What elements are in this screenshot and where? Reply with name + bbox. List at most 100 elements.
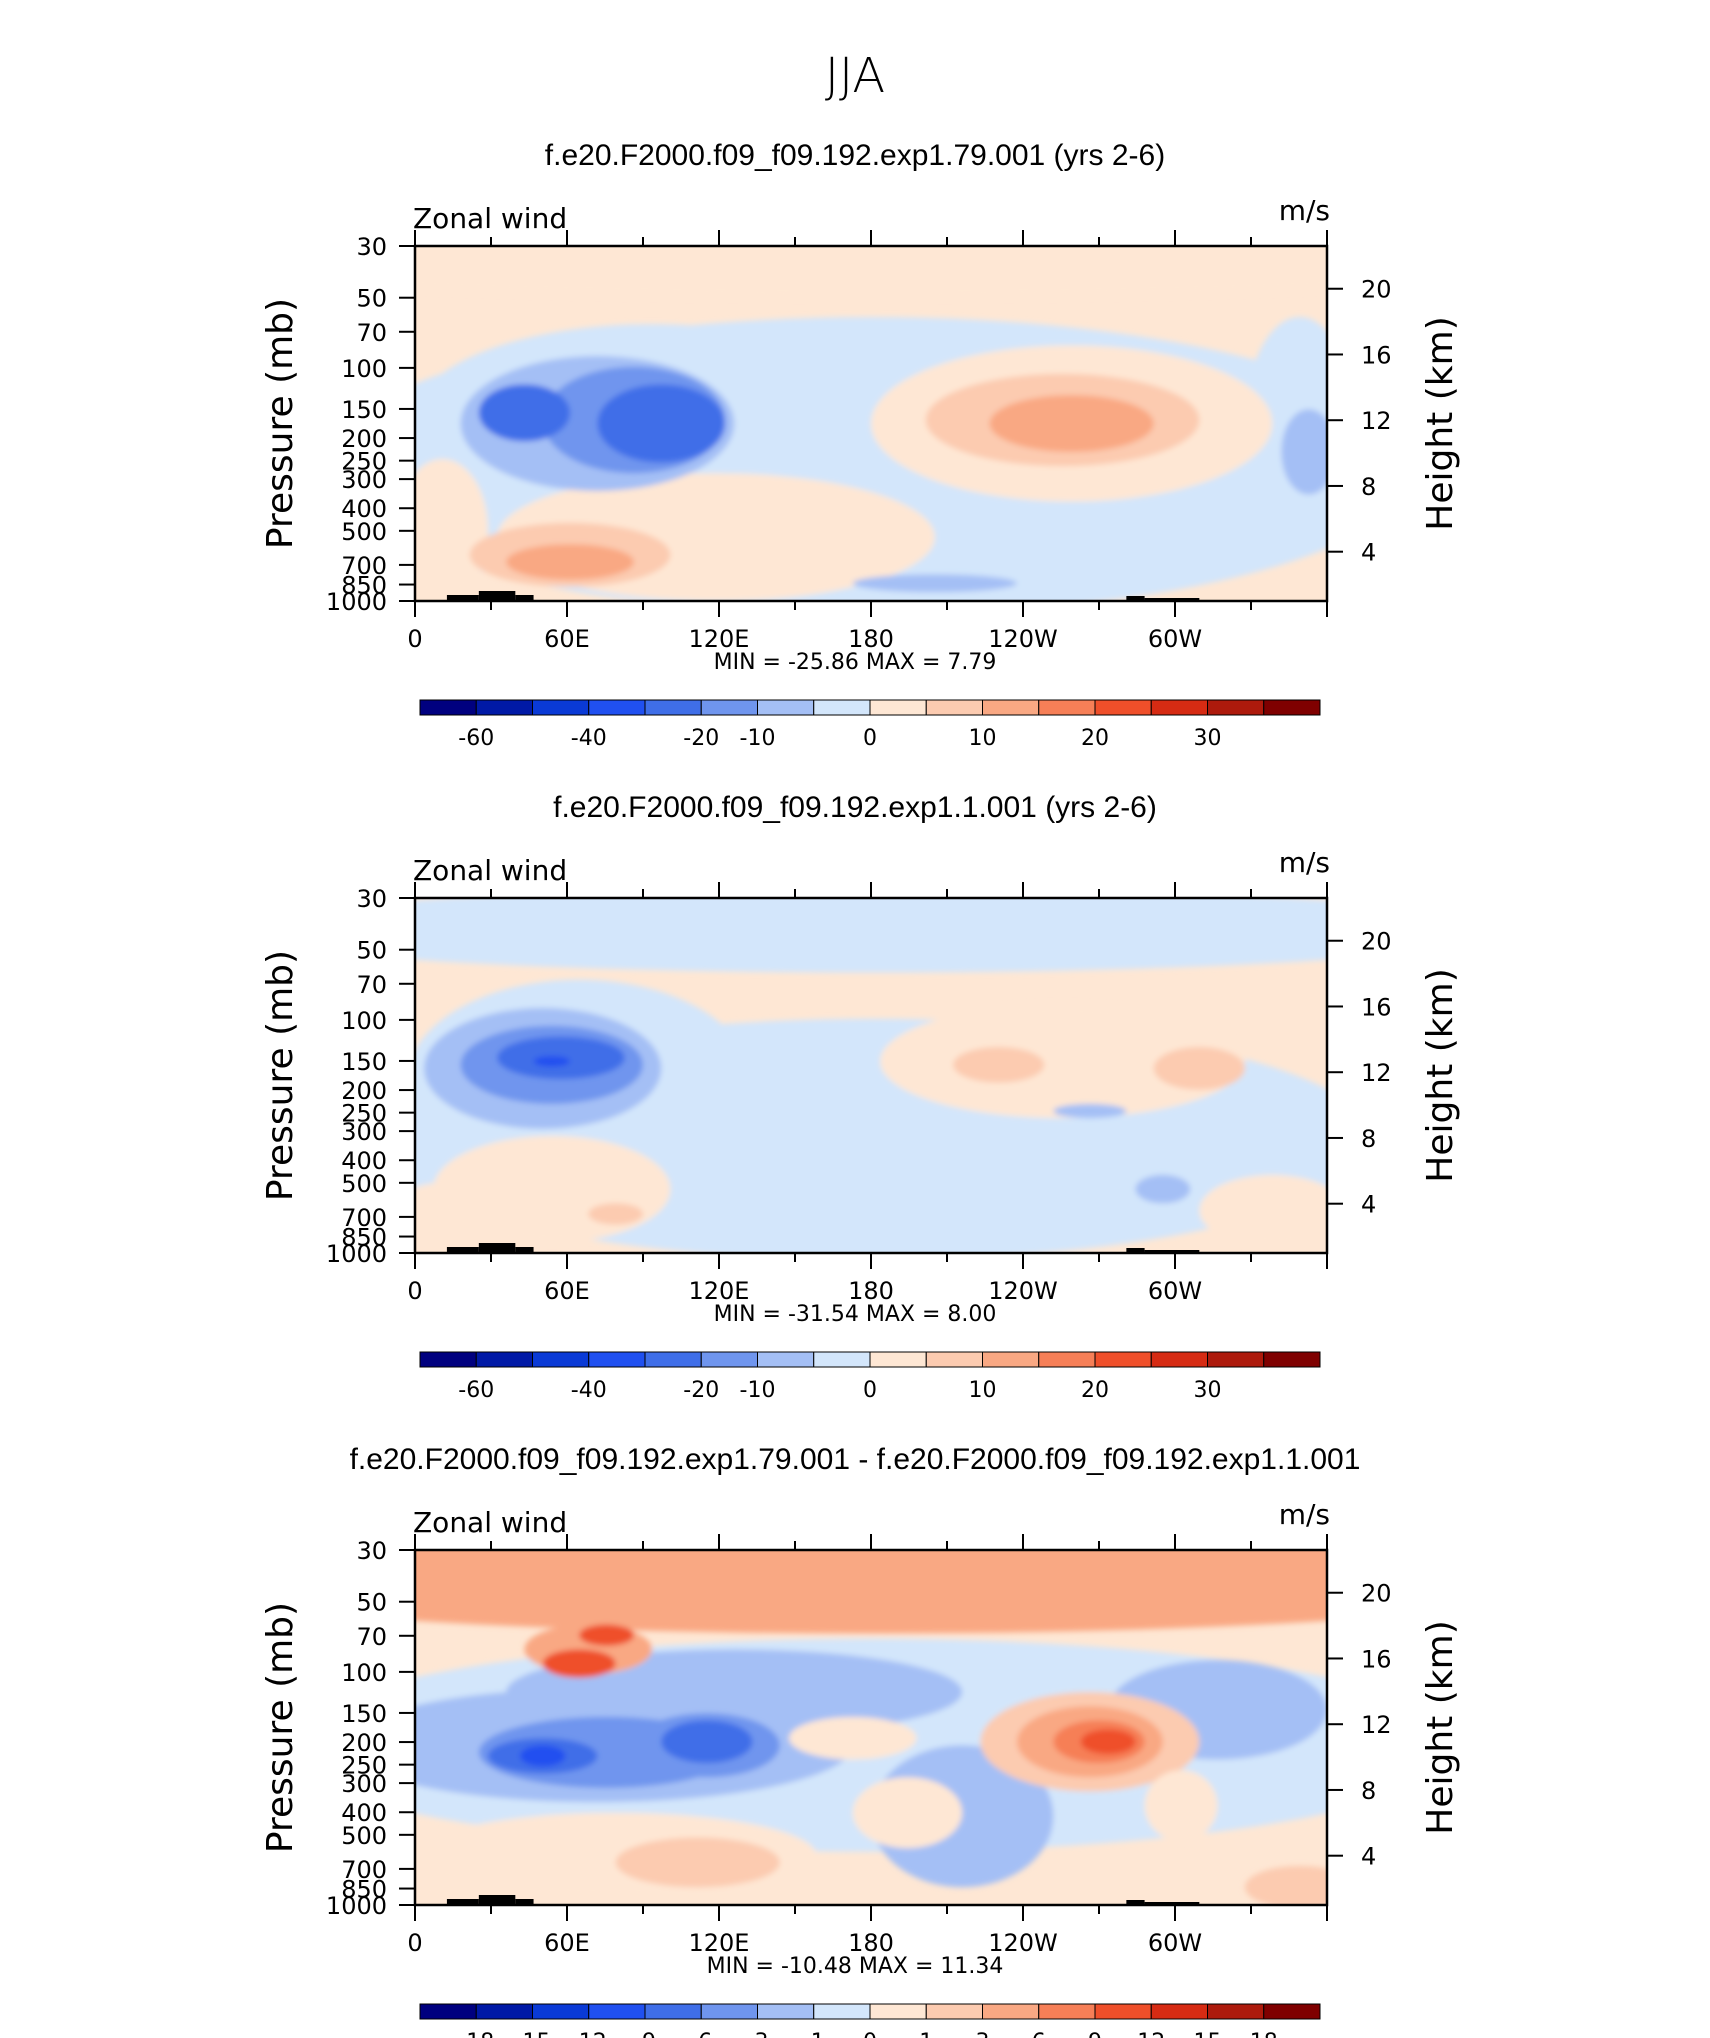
colorbar-swatch bbox=[588, 699, 646, 716]
colorbar-swatch bbox=[532, 1351, 590, 1368]
topography bbox=[1144, 1902, 1200, 1905]
colorbar-swatch bbox=[1094, 2003, 1152, 2020]
y-tick-label: 500 bbox=[341, 1170, 387, 1198]
y-axis-title: Pressure (mb) bbox=[260, 1602, 301, 1853]
height-tick-label: 4 bbox=[1361, 1191, 1376, 1219]
colorbar-swatch bbox=[419, 699, 477, 716]
colorbar-label: 1 bbox=[919, 2030, 933, 2038]
colorbar-label: 15 bbox=[1194, 2030, 1222, 2038]
contour-region bbox=[1281, 409, 1327, 495]
contour-region bbox=[588, 1203, 643, 1225]
x-tick-label: 180 bbox=[848, 1929, 894, 1957]
x-tick-label: 60W bbox=[1148, 1277, 1202, 1305]
height-tick-label: 4 bbox=[1361, 1843, 1376, 1871]
topography bbox=[446, 1247, 479, 1253]
y-tick-label: 100 bbox=[341, 1007, 387, 1035]
y-tick-label: 70 bbox=[356, 319, 387, 347]
y-tick-label: 850 bbox=[341, 1876, 387, 1904]
y-tick-label: 850 bbox=[341, 1224, 387, 1252]
colorbar-label: 30 bbox=[1194, 726, 1222, 751]
colorbar-swatch bbox=[813, 699, 871, 716]
contour-region bbox=[1135, 1174, 1191, 1204]
y-tick-label: 100 bbox=[341, 355, 387, 383]
y-axis-title: Pressure (mb) bbox=[260, 298, 301, 549]
panel-1: f.e20.F2000.f09_f09.192.exp1.79.001 (yrs… bbox=[260, 139, 1461, 751]
colorbar-swatch bbox=[475, 1351, 533, 1368]
panel-2: f.e20.F2000.f09_f09.192.exp1.1.001 (yrs … bbox=[260, 791, 1461, 1403]
colorbar-swatch bbox=[1038, 699, 1096, 716]
colorbar-label: 30 bbox=[1194, 1378, 1222, 1403]
colorbar-swatch bbox=[1038, 2003, 1096, 2020]
colorbar-swatch bbox=[475, 2003, 533, 2020]
contour-region bbox=[1199, 1174, 1327, 1246]
colorbar-swatch bbox=[757, 699, 815, 716]
y-tick-label: 700 bbox=[341, 552, 387, 580]
contour-region bbox=[597, 384, 726, 463]
colorbar-label: -10 bbox=[740, 726, 776, 751]
colorbar-swatch bbox=[982, 2003, 1040, 2020]
x-tick-label: 120E bbox=[689, 1277, 750, 1305]
colorbar-label: -3 bbox=[747, 2030, 769, 2038]
y-tick-label: 30 bbox=[356, 233, 387, 261]
colorbar-label: 12 bbox=[1137, 2030, 1165, 2038]
colorbar-label: 18 bbox=[1250, 2030, 1278, 2038]
colorbar-label: -12 bbox=[571, 2030, 607, 2038]
contour-region bbox=[579, 1624, 634, 1646]
contour-region bbox=[542, 1649, 616, 1678]
units-label: m/s bbox=[1279, 194, 1330, 227]
contour-region bbox=[1080, 1729, 1136, 1755]
height-tick-label: 8 bbox=[1361, 473, 1376, 501]
colorbar-label: -40 bbox=[571, 726, 607, 751]
y-tick-label: 150 bbox=[341, 1048, 387, 1076]
colorbar-label: 3 bbox=[976, 2030, 990, 2038]
height-tick-label: 12 bbox=[1361, 1059, 1392, 1087]
y-tick-label: 1000 bbox=[326, 588, 387, 616]
contour-region bbox=[415, 1182, 498, 1211]
colorbar-swatch bbox=[869, 1351, 927, 1368]
contour-fills bbox=[415, 898, 1327, 1253]
colorbar: -18 -15 -12 -9 -6 -3 -1 0 1 3 6 9 12 15 18 bbox=[419, 2003, 1321, 2038]
colorbar-swatch bbox=[532, 699, 590, 716]
x-tick-label: 120E bbox=[689, 625, 750, 653]
y-tick-label: 150 bbox=[341, 396, 387, 424]
contour-region bbox=[788, 1716, 917, 1760]
topography bbox=[515, 1899, 534, 1905]
y-axis-title: Pressure (mb) bbox=[260, 950, 301, 1201]
y-tick-label: 250 bbox=[341, 448, 387, 476]
y-tick-label: 850 bbox=[341, 572, 387, 600]
figure-title: JJA bbox=[825, 48, 885, 104]
colorbar-label: 20 bbox=[1081, 1378, 1109, 1403]
colorbar-swatch bbox=[757, 2003, 815, 2020]
y-tick-label: 250 bbox=[341, 1752, 387, 1780]
x-tick-label: 120W bbox=[988, 625, 1058, 653]
colorbar-label: -18 bbox=[458, 2030, 494, 2038]
x-tick-label: 0 bbox=[407, 625, 422, 653]
colorbar-swatch bbox=[925, 1351, 983, 1368]
panel-title: f.e20.F2000.f09_f09.192.exp1.1.001 (yrs … bbox=[553, 791, 1157, 824]
topography bbox=[446, 1899, 479, 1905]
colorbar-swatch bbox=[1263, 1351, 1321, 1368]
colorbar-swatch bbox=[1094, 699, 1152, 716]
colorbar-label: 10 bbox=[969, 1378, 997, 1403]
colorbar-swatch bbox=[925, 699, 983, 716]
height-tick-label: 20 bbox=[1361, 928, 1392, 956]
x-tick-label: 180 bbox=[848, 1277, 894, 1305]
contour-region bbox=[1144, 1770, 1218, 1842]
x-tick-label: 60W bbox=[1148, 1929, 1202, 1957]
min-max-stats: MIN = -10.48 MAX = 11.34 bbox=[707, 1954, 1004, 1979]
topography bbox=[1126, 1900, 1145, 1905]
colorbar-label: 0 bbox=[863, 2030, 877, 2038]
y-tick-label: 50 bbox=[356, 1589, 387, 1617]
colorbar-swatch bbox=[1094, 1351, 1152, 1368]
contour-region bbox=[615, 1837, 780, 1888]
height-tick-label: 16 bbox=[1361, 993, 1392, 1021]
y-tick-label: 700 bbox=[341, 1204, 387, 1232]
y-tick-label: 30 bbox=[356, 1537, 387, 1565]
x-tick-label: 60E bbox=[544, 1929, 590, 1957]
colorbar-swatch bbox=[1263, 2003, 1321, 2020]
colorbar-swatch bbox=[925, 2003, 983, 2020]
colorbar-swatch bbox=[1263, 699, 1321, 716]
variable-label: Zonal wind bbox=[413, 202, 567, 235]
contour-region bbox=[415, 246, 1327, 298]
contour-region bbox=[1244, 1865, 1327, 1905]
